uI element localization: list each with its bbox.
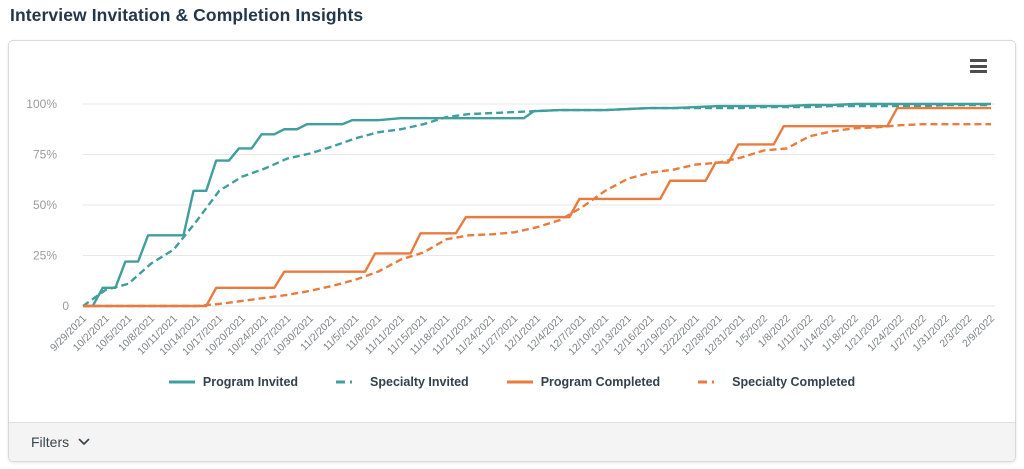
series-program-invited (83, 102, 991, 308)
page-title: Interview Invitation & Completion Insigh… (10, 5, 364, 25)
legend-label: Specialty Completed (732, 375, 856, 389)
series-program-completed (83, 106, 991, 308)
series-specialty-invited (82, 103, 991, 307)
dashed-line-marker-icon (698, 380, 725, 384)
legend-label: Program Completed (540, 375, 661, 389)
filters-label: Filters (31, 434, 70, 450)
y-axis-label: 75% (33, 148, 57, 162)
y-axis-label: 50% (33, 198, 57, 212)
line-chart: 025%50%75%100%9/29/202110/2/202110/5/202… (26, 97, 997, 358)
solid-line-marker-icon (506, 380, 533, 384)
legend-item-specialty-completed[interactable]: Specialty Completed (698, 375, 855, 389)
chevron-down-icon (78, 438, 90, 445)
y-axis-label: 100% (26, 97, 57, 111)
filters-toggle[interactable]: Filters (31, 434, 90, 450)
series-specialty-completed (83, 123, 991, 308)
y-axis-label: 25% (33, 249, 57, 263)
y-axis-label: 0 (62, 299, 69, 313)
legend-item-program-invited[interactable]: Program Invited (168, 375, 299, 389)
solid-line-marker-icon (168, 380, 195, 384)
filters-bar: Filters (9, 422, 1015, 461)
legend-label: Specialty Invited (370, 375, 469, 389)
legend-item-program-completed[interactable]: Program Completed (506, 375, 661, 389)
chart-card: 0 25% 50% 75% 100% 9/29/2021 10/2/2021 10/5/202… (8, 40, 1016, 462)
legend-label: Program Invited (202, 375, 299, 389)
chart-legend: Program Invited Specialty Invited Program … (9, 371, 1015, 393)
legend-item-specialty-invited[interactable]: Specialty Invited (336, 375, 469, 389)
chart-context-menu-button[interactable] (970, 56, 992, 76)
dashed-line-marker-icon (336, 380, 363, 384)
